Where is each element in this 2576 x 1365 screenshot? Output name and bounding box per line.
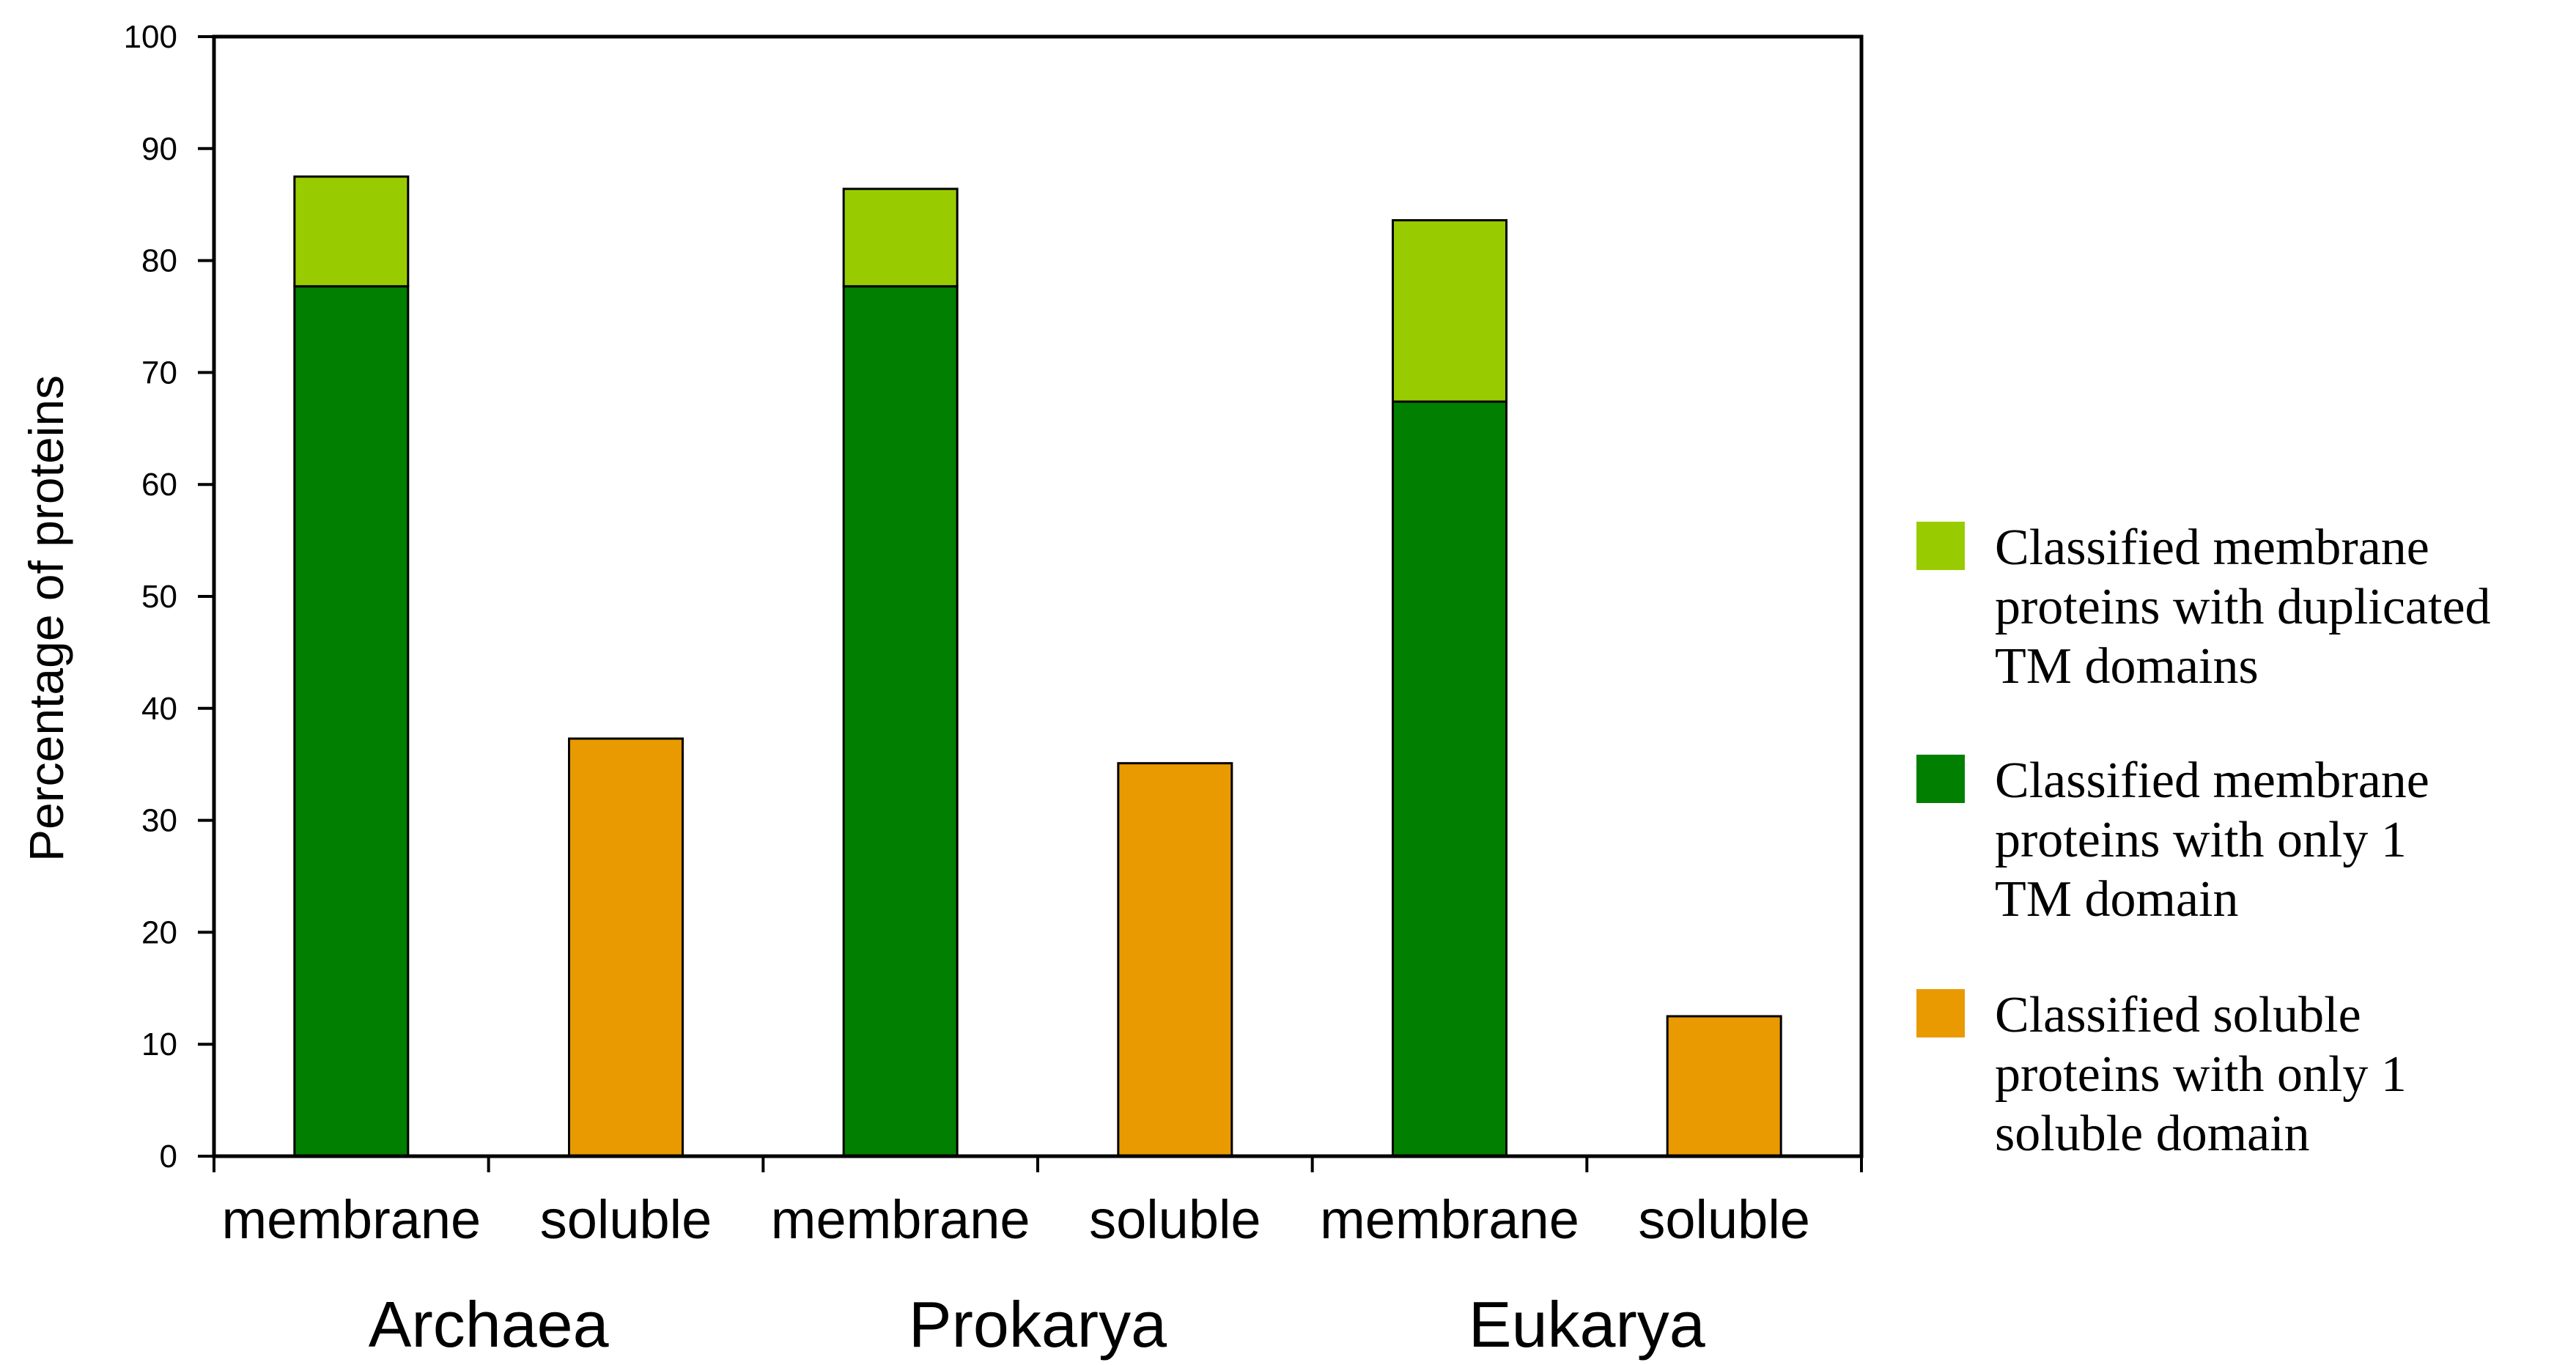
y-tick-label: 80: [141, 243, 177, 279]
x-category-label: soluble: [1638, 1189, 1810, 1250]
legend-label-line: soluble domain: [1995, 1106, 2310, 1162]
bar-segment: [842, 285, 959, 1158]
x-category-label: membrane: [1320, 1189, 1579, 1250]
legend-label-line: TM domains: [1995, 638, 2259, 695]
legend-label-line: proteins with only 1: [1995, 1046, 2407, 1103]
bars-layer: [293, 175, 1782, 1158]
x-category-label: soluble: [540, 1189, 712, 1250]
y-tick-label: 0: [160, 1139, 177, 1175]
legend-label-line: TM domain: [1995, 871, 2238, 928]
y-tick-label: 100: [124, 19, 177, 55]
legend-label-line: Classified membrane: [1995, 519, 2429, 576]
x-category-label: soluble: [1089, 1189, 1261, 1250]
bar-segment: [293, 285, 410, 1158]
legend-label-line: proteins with only 1: [1995, 812, 2407, 868]
bar-segment: [1117, 762, 1233, 1158]
bar-segment: [1666, 1015, 1782, 1158]
bar-segment: [568, 737, 684, 1158]
y-tick-label: 30: [141, 803, 177, 839]
y-tick-label: 10: [141, 1026, 177, 1062]
legend-label-line: proteins with duplicated: [1995, 579, 2491, 635]
legend-label-line: Classified membrane: [1995, 752, 2429, 809]
bar-segment: [1392, 400, 1507, 1158]
x-group-label: Eukarya: [1469, 1288, 1705, 1361]
x-category-label: membrane: [771, 1189, 1030, 1250]
y-axis-title: Percentage of proteins: [19, 375, 73, 862]
bar-segment: [293, 175, 410, 288]
bar-segment: [842, 188, 959, 288]
y-tick-label: 40: [141, 691, 177, 727]
plot-frame: [212, 34, 1864, 1158]
y-tick-label: 60: [141, 467, 177, 503]
y-tick-label: 90: [141, 131, 177, 167]
x-axis: membrane soluble membrane soluble membrane so…: [213, 1156, 1863, 1361]
x-group-label: Archaea: [369, 1288, 609, 1361]
y-axis: 0 10 20 30 40 50 60 70 80 90 100: [124, 19, 214, 1175]
bar-segment: [1392, 219, 1507, 403]
legend-swatch: [1916, 755, 1965, 803]
y-tick-label: 70: [141, 355, 177, 391]
legend-swatch: [1916, 522, 1965, 570]
y-tick-label: 20: [141, 914, 177, 950]
x-group-label: Prokarya: [909, 1288, 1167, 1361]
legend-swatch: [1916, 989, 1965, 1037]
y-tick-label: 50: [141, 579, 177, 615]
legend-label-line: Classified soluble: [1995, 987, 2361, 1043]
x-category-label: membrane: [221, 1189, 481, 1250]
